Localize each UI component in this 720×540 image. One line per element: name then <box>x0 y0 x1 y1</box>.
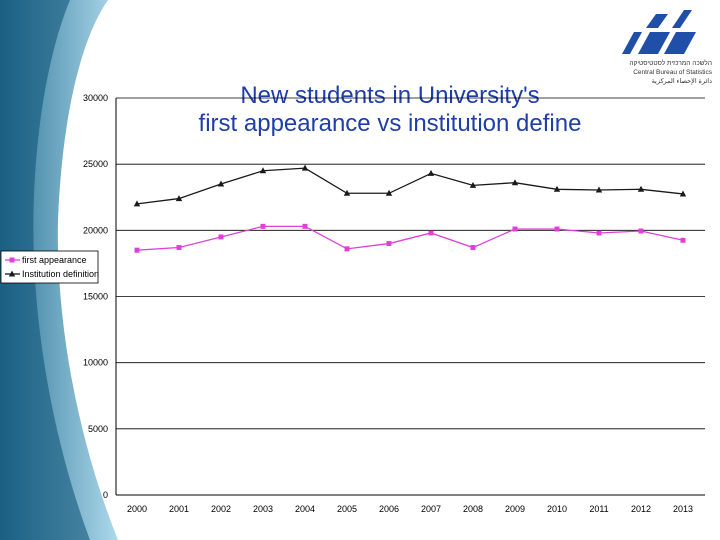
x-tick-label: 2011 <box>589 504 608 514</box>
x-tick-label: 2004 <box>295 504 315 514</box>
chart-title: New students in University's first appea… <box>120 82 660 138</box>
data-point-series-2 <box>553 185 561 192</box>
data-point-series-1 <box>680 237 686 243</box>
y-tick-label: 25000 <box>83 159 108 169</box>
series-line-2 <box>136 167 684 205</box>
x-tick-label: 2005 <box>337 504 357 514</box>
data-point-series-1 <box>302 223 308 229</box>
data-point-series-2 <box>385 189 393 196</box>
x-tick-label: 2009 <box>505 504 525 514</box>
data-point-series-1 <box>428 230 434 236</box>
legend-box <box>0 250 99 284</box>
x-tick-label: 2000 <box>127 504 147 514</box>
data-point-series-2 <box>679 190 687 197</box>
y-tick-label: 15000 <box>83 292 108 302</box>
data-point-series-1 <box>134 247 140 253</box>
legend-marker <box>9 257 15 263</box>
data-point-series-2 <box>259 167 267 174</box>
x-tick-label: 2003 <box>253 504 273 514</box>
data-point-series-1 <box>596 230 602 236</box>
series-line-1 <box>136 225 684 251</box>
logo-org-english: Central Bureau of Statistics <box>633 69 712 76</box>
x-tick-label: 2006 <box>379 504 399 514</box>
data-point-series-1 <box>218 234 224 240</box>
x-tick-label: 2010 <box>547 504 567 514</box>
cbs-logo: הלשכה המרכזית לסטטיסטיקה Central Bureau … <box>612 10 712 100</box>
data-point-series-2 <box>595 186 603 193</box>
data-point-series-1 <box>512 226 518 232</box>
data-point-series-1 <box>470 245 476 251</box>
y-tick-label: 5000 <box>88 424 108 434</box>
y-tick-label: 30000 <box>83 93 108 103</box>
data-point-series-1 <box>554 226 560 232</box>
data-point-series-1 <box>260 223 266 229</box>
y-tick-label: 20000 <box>83 225 108 235</box>
cbs-logo-icon <box>622 10 696 54</box>
data-point-series-2 <box>175 195 183 202</box>
x-tick-label: 2001 <box>169 504 189 514</box>
x-tick-label: 2002 <box>211 504 231 514</box>
data-point-series-2 <box>469 181 477 188</box>
x-tick-label: 2012 <box>631 504 651 514</box>
data-point-series-1 <box>638 228 644 234</box>
legend-label: first appearance <box>22 255 87 265</box>
data-point-series-2 <box>511 179 519 186</box>
data-point-series-2 <box>637 185 645 192</box>
x-tick-label: 2007 <box>421 504 441 514</box>
logo-org-arabic: دائرة الإحصاء المركزية <box>651 78 712 85</box>
data-point-series-2 <box>427 169 435 176</box>
x-tick-label: 2013 <box>673 504 693 514</box>
data-point-series-2 <box>343 189 351 196</box>
data-point-series-2 <box>301 164 309 171</box>
decorative-side-band <box>0 0 118 540</box>
legend-marker <box>8 270 16 277</box>
data-point-series-2 <box>217 180 225 187</box>
y-tick-label: 10000 <box>83 358 108 368</box>
data-point-series-1 <box>386 241 392 247</box>
x-tick-label: 2008 <box>463 504 483 514</box>
data-point-series-2 <box>133 200 141 207</box>
data-point-series-1 <box>176 245 182 251</box>
logo-org-hebrew: הלשכה המרכזית לסטטיסטיקה <box>629 60 712 67</box>
data-point-series-1 <box>344 246 350 252</box>
legend-label: Institution definition <box>22 269 99 279</box>
chart-title-line2: first appearance vs institution define <box>198 110 582 137</box>
chart-title-line1: New students in University's <box>240 82 540 109</box>
y-tick-label: 0 <box>103 490 108 500</box>
